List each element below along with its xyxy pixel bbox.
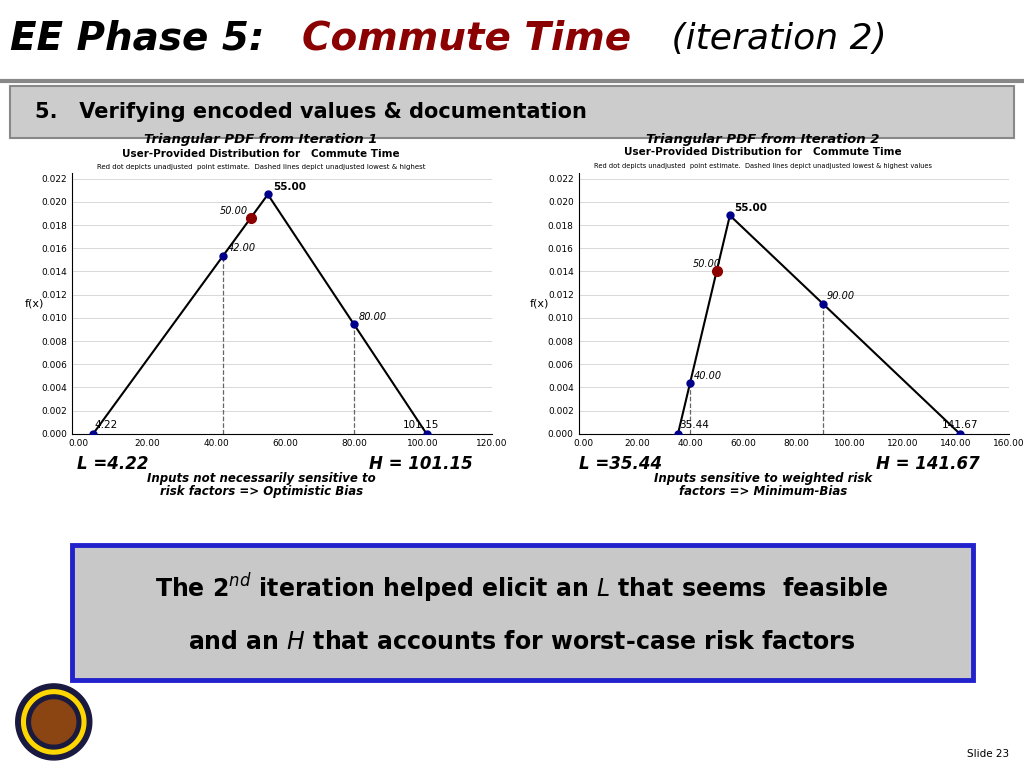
Text: 90.00: 90.00 bbox=[826, 291, 855, 301]
Text: 4.22: 4.22 bbox=[95, 420, 118, 430]
Text: User-Provided Distribution for   Commute Time: User-Provided Distribution for Commute T… bbox=[122, 149, 400, 159]
Y-axis label: f(x): f(x) bbox=[530, 298, 550, 309]
Text: 42.00: 42.00 bbox=[228, 243, 256, 253]
Polygon shape bbox=[32, 700, 76, 744]
Text: 35.44: 35.44 bbox=[679, 420, 710, 430]
Text: H = 141.67: H = 141.67 bbox=[876, 455, 979, 472]
Text: L =35.44: L =35.44 bbox=[579, 455, 662, 472]
Text: 101.15: 101.15 bbox=[402, 420, 439, 430]
Text: Inputs sensitive to weighted risk: Inputs sensitive to weighted risk bbox=[653, 472, 872, 485]
Text: 141.67: 141.67 bbox=[941, 420, 978, 430]
Text: 40.00: 40.00 bbox=[694, 371, 722, 381]
Text: 55.00: 55.00 bbox=[734, 203, 767, 213]
Text: Triangular PDF from Iteration 2: Triangular PDF from Iteration 2 bbox=[646, 133, 880, 146]
Text: 5.   Verifying encoded values & documentation: 5. Verifying encoded values & documentat… bbox=[35, 102, 587, 122]
Polygon shape bbox=[15, 684, 92, 760]
Text: risk factors => Optimistic Bias: risk factors => Optimistic Bias bbox=[160, 485, 362, 498]
Text: Red dot depicts unadjusted  point estimate.  Dashed lines depict unadjusted lowe: Red dot depicts unadjusted point estimat… bbox=[594, 163, 932, 169]
Y-axis label: f(x): f(x) bbox=[25, 298, 44, 309]
Text: 50.00: 50.00 bbox=[692, 259, 721, 269]
Text: 80.00: 80.00 bbox=[359, 312, 387, 322]
Text: Inputs not necessarily sensitive to: Inputs not necessarily sensitive to bbox=[146, 472, 376, 485]
Text: The 2$^{nd}$ iteration helped elicit an $\mathit{L}$ that seems  feasible: The 2$^{nd}$ iteration helped elicit an … bbox=[156, 571, 889, 605]
Text: Triangular PDF from Iteration 1: Triangular PDF from Iteration 1 bbox=[144, 133, 378, 146]
Text: L =4.22: L =4.22 bbox=[77, 455, 148, 472]
Text: (iteration 2): (iteration 2) bbox=[660, 22, 887, 56]
Text: Red dot depicts unadjusted  point estimate.  Dashed lines depict unadjusted lowe: Red dot depicts unadjusted point estimat… bbox=[97, 164, 425, 170]
Text: EE Phase 5:: EE Phase 5: bbox=[10, 20, 279, 58]
Text: factors => Minimum-Bias: factors => Minimum-Bias bbox=[679, 485, 847, 498]
Polygon shape bbox=[22, 690, 86, 754]
Text: H = 101.15: H = 101.15 bbox=[369, 455, 472, 472]
Text: Slide 23: Slide 23 bbox=[967, 749, 1009, 759]
Text: 50.00: 50.00 bbox=[220, 206, 248, 216]
Text: 55.00: 55.00 bbox=[273, 182, 306, 192]
Text: User-Provided Distribution for   Commute Time: User-Provided Distribution for Commute T… bbox=[624, 147, 902, 157]
Text: Commute Time: Commute Time bbox=[302, 20, 631, 58]
Text: and an $\mathit{H}$ that accounts for worst-case risk factors: and an $\mathit{H}$ that accounts for wo… bbox=[188, 630, 856, 654]
Polygon shape bbox=[27, 695, 81, 749]
